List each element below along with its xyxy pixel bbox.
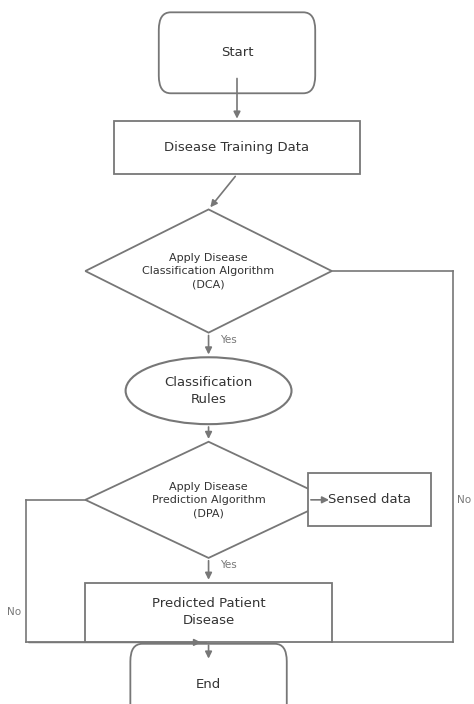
Text: End: End	[196, 678, 221, 691]
Text: Start: Start	[221, 46, 253, 59]
Text: No: No	[7, 608, 21, 617]
Text: Apply Disease
Prediction Algorithm
(DPA): Apply Disease Prediction Algorithm (DPA)	[152, 482, 265, 518]
Text: Yes: Yes	[220, 560, 237, 570]
Bar	[85, 583, 332, 642]
Bar	[114, 122, 360, 174]
Ellipse shape	[126, 357, 292, 424]
Bar	[308, 473, 431, 527]
FancyBboxPatch shape	[159, 12, 315, 93]
Text: Classification
Rules: Classification Rules	[164, 376, 253, 406]
Text: Disease Training Data: Disease Training Data	[164, 142, 310, 154]
Text: Predicted Patient
Disease: Predicted Patient Disease	[152, 598, 265, 627]
FancyBboxPatch shape	[130, 643, 287, 704]
Polygon shape	[85, 442, 332, 558]
Text: Sensed data: Sensed data	[328, 494, 411, 506]
Text: Yes: Yes	[220, 335, 237, 345]
Text: No: No	[457, 495, 472, 505]
Polygon shape	[85, 210, 332, 333]
Text: Apply Disease
Classification Algorithm
(DCA): Apply Disease Classification Algorithm (…	[143, 253, 274, 289]
